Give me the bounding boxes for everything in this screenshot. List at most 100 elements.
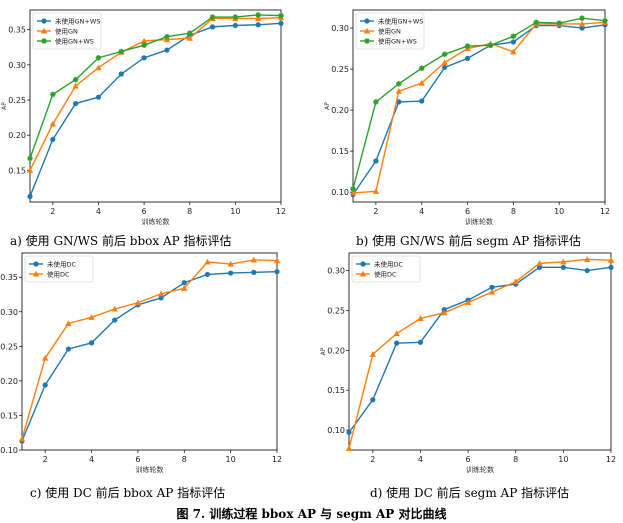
data-point: [255, 22, 261, 28]
data-point: [277, 14, 285, 21]
data-point: [134, 299, 142, 306]
data-point: [181, 280, 187, 286]
data-point: [118, 48, 125, 55]
data-point: [556, 20, 562, 26]
data-point: [602, 22, 608, 28]
plot-frame: [21, 252, 278, 451]
data-point: [419, 98, 425, 104]
data-point: [345, 445, 353, 451]
x-tick-label: 2: [370, 455, 375, 464]
data-point: [73, 100, 79, 107]
data-point: [49, 120, 57, 127]
data-point: [349, 189, 357, 196]
data-point: [536, 260, 543, 266]
data-point: [72, 76, 79, 83]
data-point: [88, 314, 95, 320]
data-point: [442, 64, 448, 71]
data-point: [464, 299, 472, 306]
data-point: [373, 158, 379, 164]
data-point: [601, 19, 609, 25]
legend-marker: [363, 27, 371, 34]
x-axis-label: 训练轮数: [465, 217, 493, 226]
data-point: [65, 346, 71, 352]
data-point: [72, 82, 79, 89]
data-point: [394, 340, 400, 346]
x-tick-label: 8: [513, 455, 518, 464]
series-line: [348, 258, 612, 449]
data-point: [346, 429, 352, 436]
data-point: [158, 295, 164, 301]
data-point: [533, 19, 540, 26]
y-tick-label: 0.25: [327, 306, 345, 315]
data-point: [227, 260, 234, 267]
data-point: [489, 284, 495, 290]
data-point: [488, 288, 496, 295]
legend-box: [355, 12, 425, 50]
data-point: [369, 351, 377, 357]
y-tick-label: 0.30: [0, 308, 18, 317]
data-point: [372, 188, 380, 194]
x-tick-label: 2: [373, 207, 378, 216]
x-tick-label: 10: [230, 207, 240, 216]
plot-frame: [352, 9, 606, 203]
data-point: [395, 88, 403, 94]
x-tick-label: 12: [606, 455, 616, 464]
data-point: [350, 186, 356, 192]
legend-box: [351, 255, 421, 283]
data-point: [250, 256, 258, 263]
x-tick-label: 6: [142, 207, 147, 216]
series-line: [352, 17, 606, 190]
series-line: [29, 22, 282, 197]
legend-label: 使用DC: [374, 270, 397, 279]
data-point: [141, 55, 147, 61]
data-point: [112, 317, 118, 323]
legend-label: 未使用GN+WS: [378, 17, 423, 26]
x-axis-label: 训练轮数: [136, 465, 164, 474]
data-point: [513, 281, 519, 287]
legend-marker: [360, 261, 366, 267]
data-point: [186, 30, 193, 37]
legend-label: 未使用DC: [47, 260, 77, 269]
data-point: [418, 79, 425, 86]
data-point: [536, 264, 543, 270]
data-point: [228, 270, 234, 276]
data-point: [560, 264, 566, 270]
data-point: [464, 45, 471, 52]
data-point: [533, 22, 539, 29]
data-point: [441, 309, 448, 316]
data-point: [181, 285, 188, 291]
x-tick-label: 12: [276, 207, 286, 216]
data-point: [578, 20, 586, 27]
y-axis-label: AP: [324, 102, 331, 110]
data-point: [50, 136, 56, 143]
y-tick-label: 0.10: [327, 426, 345, 435]
series-line: [21, 259, 278, 440]
plot-group: 2 4 6 8 10 12 0.10 0.15 0.20 0.25 0.30 训练轮数 AP 未使用DC使…: [320, 252, 616, 474]
caption-c: c) 使用 DC 前后 bbox AP 指标评估: [30, 486, 226, 500]
series-line: [348, 266, 612, 433]
legend-label: 使用GN: [55, 27, 78, 36]
data-point: [487, 42, 494, 48]
data-point: [95, 64, 102, 71]
series-line: [352, 24, 606, 196]
data-point: [579, 15, 585, 22]
legend-marker: [359, 270, 367, 277]
data-point: [232, 14, 239, 20]
data-point: [232, 22, 238, 29]
data-point: [186, 34, 193, 41]
data-point: [396, 99, 402, 105]
data-point: [118, 71, 124, 77]
data-point: [19, 438, 25, 444]
legend-marker: [41, 18, 47, 24]
x-tick-label: 4: [96, 207, 101, 216]
data-point: [555, 20, 563, 27]
x-tick-label: 12: [272, 455, 282, 464]
data-point: [579, 25, 585, 31]
plot-group: 246810120.100.150.200.250.300.35训练轮数AP未使…: [0, 252, 282, 474]
plot-group: 2 4 6 8 10 12 0.15 0.20 0.25 0.30 0.35 训练轮数 AP 未使用GN+…: [1, 9, 286, 226]
data-point: [373, 99, 379, 105]
plot-frame: [348, 252, 612, 451]
data-point: [209, 15, 216, 21]
data-point: [157, 290, 165, 297]
data-point: [583, 256, 591, 262]
